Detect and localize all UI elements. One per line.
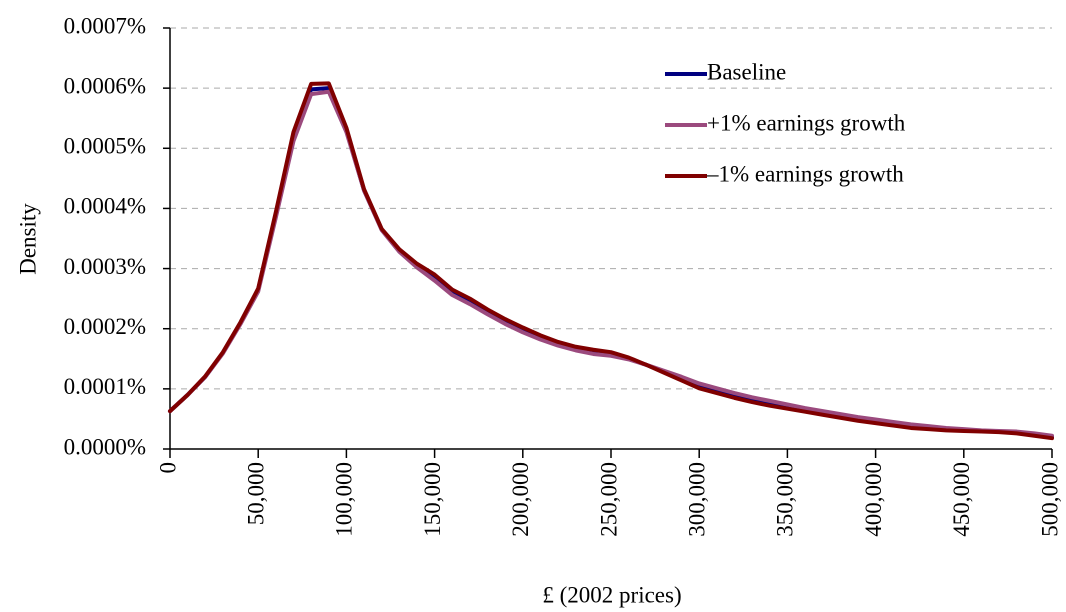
legend-label: +1% earnings growth: [707, 110, 906, 135]
y-tick-label: 0.0006%: [64, 73, 146, 98]
legend-label: –1% earnings growth: [706, 161, 904, 186]
x-tick-label: 150,000: [420, 462, 445, 537]
y-tick-label: 0.0007%: [64, 13, 146, 38]
x-tick-label: 250,000: [596, 462, 621, 537]
y-tick-label: 0.0002%: [64, 314, 146, 339]
x-tick-label: 0: [155, 462, 180, 474]
x-tick-label: 400,000: [861, 462, 886, 537]
x-tick-label: 100,000: [332, 462, 357, 537]
data-line: [168, 81, 1054, 441]
x-axis-title: £ (2002 prices): [542, 582, 681, 607]
y-tick-label: 0.0003%: [64, 254, 146, 279]
data-line: [168, 86, 1054, 439]
x-tick-label: 300,000: [684, 462, 709, 537]
legend-label: Baseline: [707, 59, 786, 84]
data-line: [168, 89, 1054, 438]
y-tick-label: 0.0004%: [64, 194, 146, 219]
x-tick-label: 50,000: [243, 462, 268, 525]
y-axis-title: Density: [15, 203, 40, 275]
x-tick-label: 200,000: [508, 462, 533, 537]
x-tick-label: 450,000: [949, 462, 974, 537]
y-tick-label: 0.0000%: [64, 434, 146, 459]
y-tick-label: 0.0001%: [64, 374, 146, 399]
x-tick-label: 500,000: [1037, 462, 1062, 537]
x-tick-label: 350,000: [773, 462, 798, 537]
y-tick-label: 0.0005%: [64, 134, 146, 159]
